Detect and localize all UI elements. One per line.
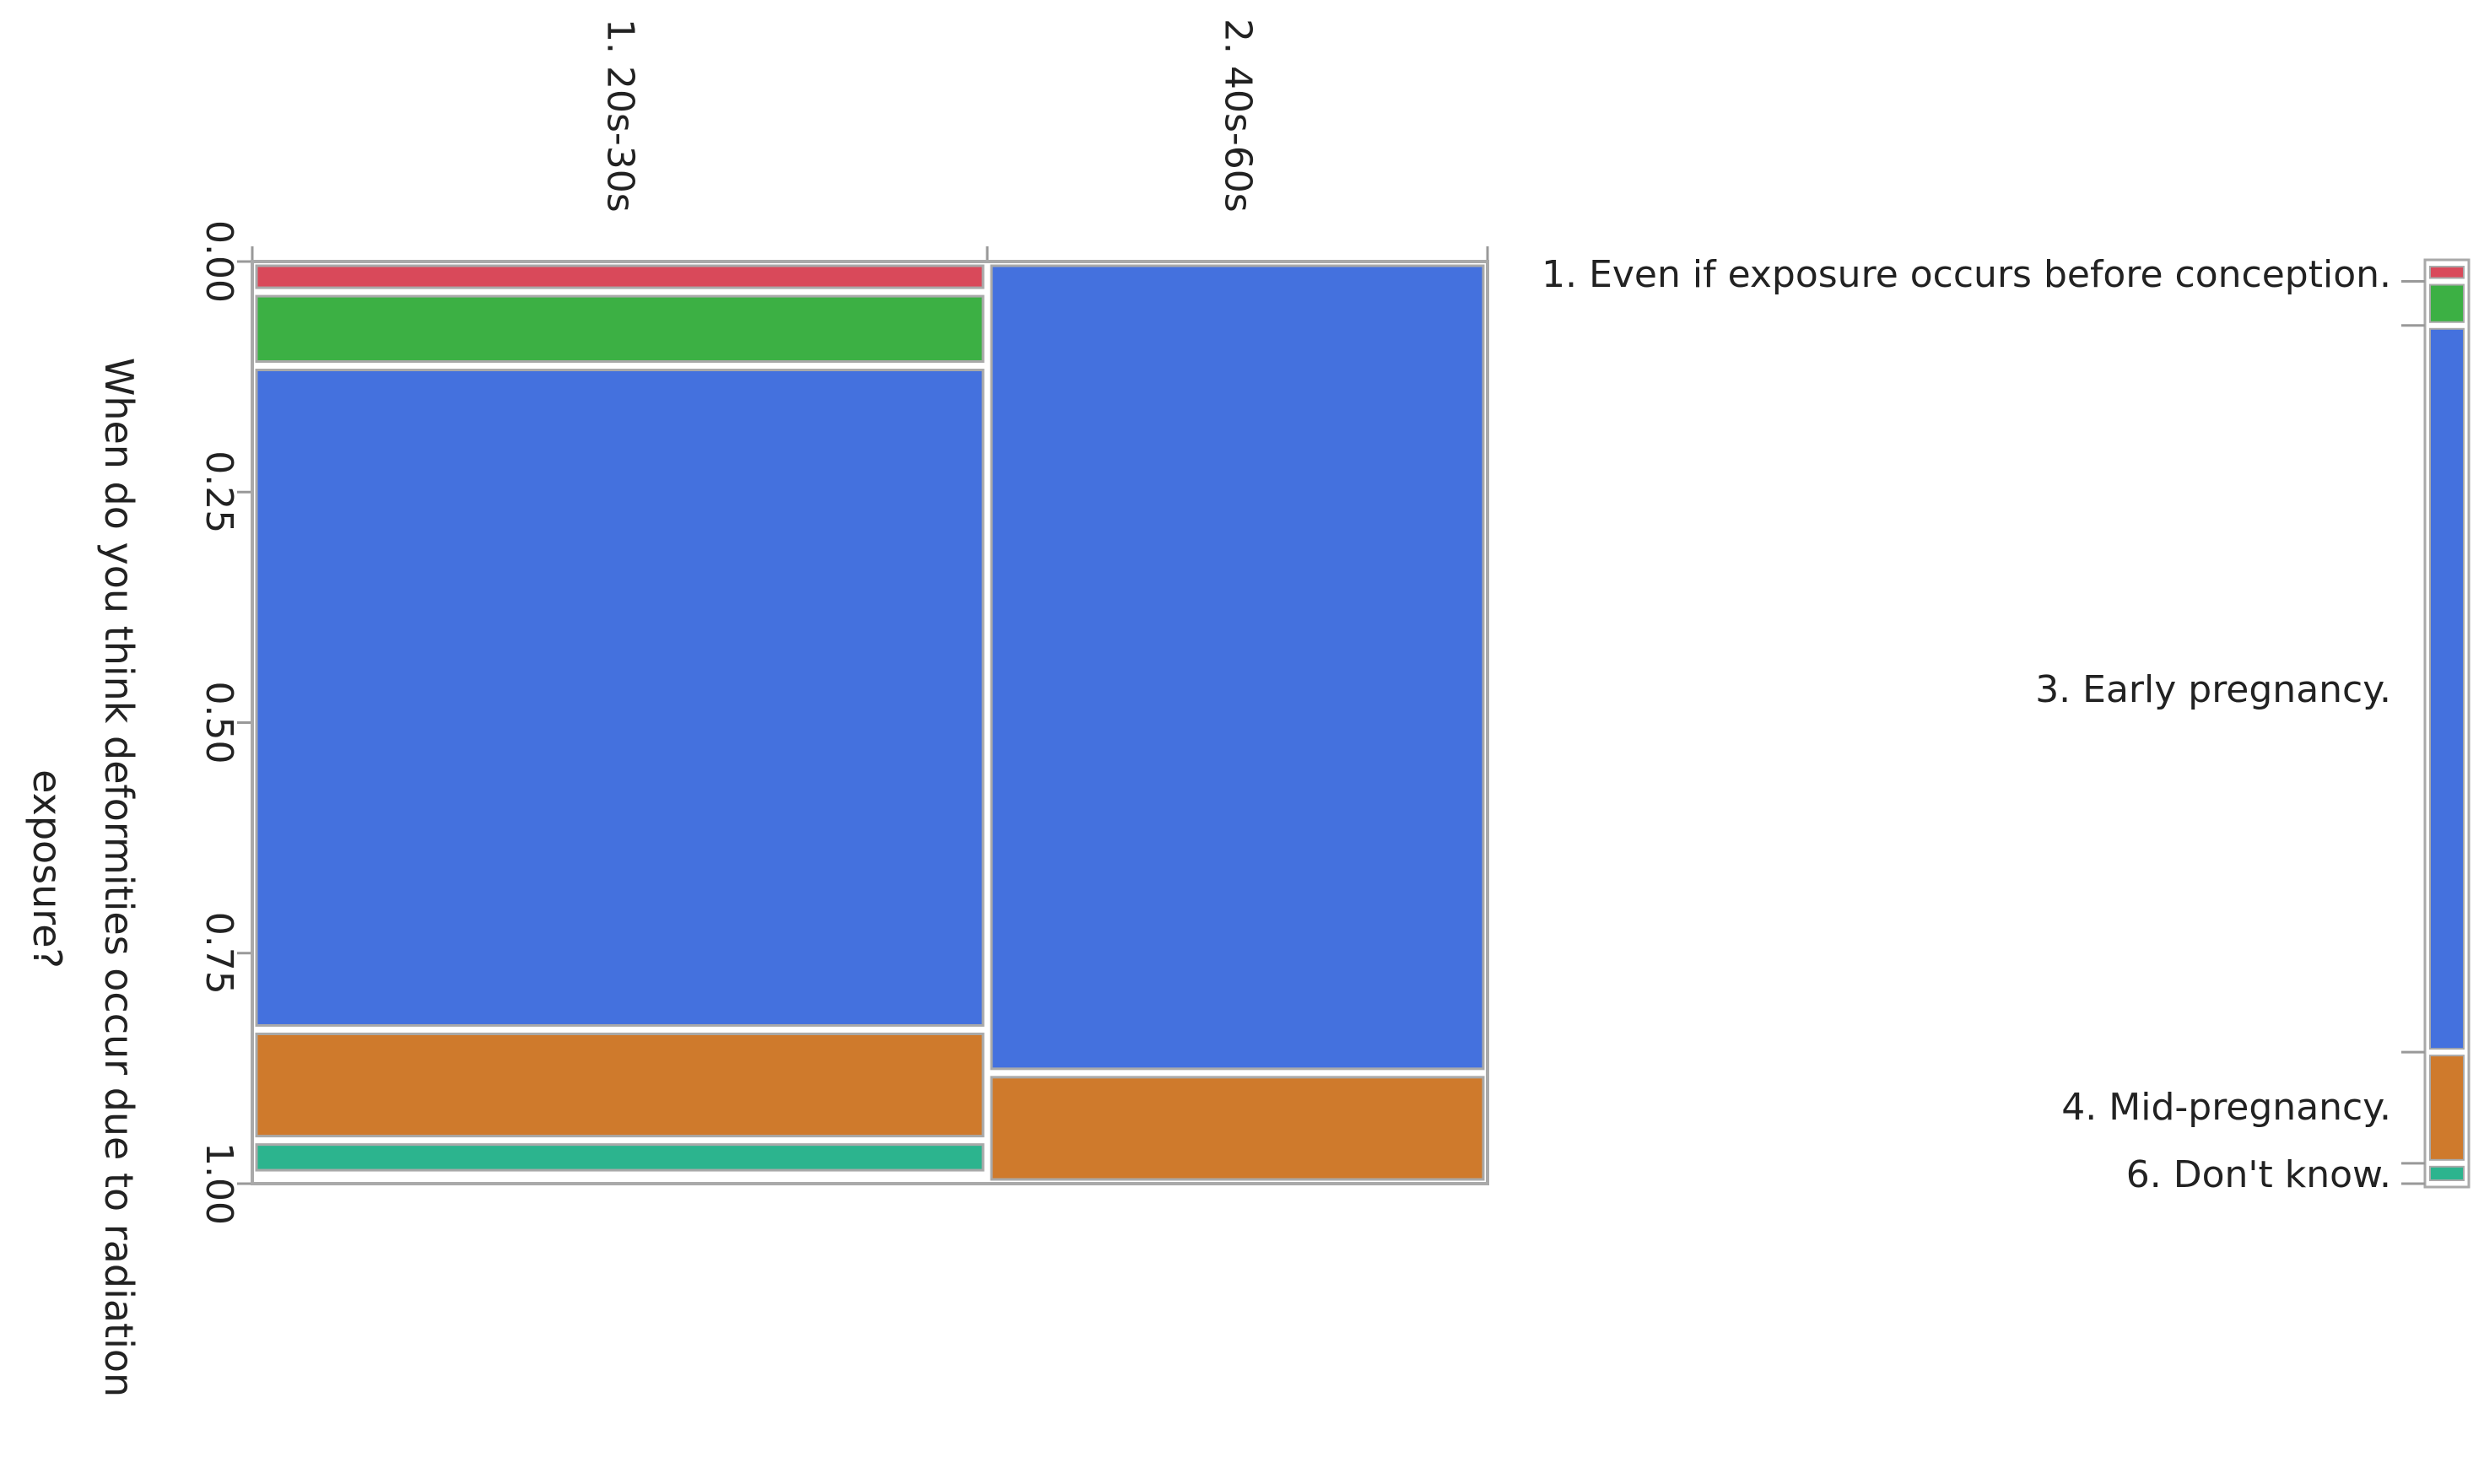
- mosaic-tile-1-4: [255, 1032, 985, 1138]
- legend-swatch: [2429, 283, 2465, 323]
- plot-border: [251, 260, 1489, 1185]
- legend-label: 6. Don't know.: [2126, 1153, 2391, 1196]
- mosaic-tiles: [251, 260, 1489, 1185]
- mosaic-tile-2-4: [990, 1076, 1485, 1181]
- y-tick-label: 0.75: [197, 912, 240, 995]
- y-tick-label: 0.25: [197, 451, 240, 533]
- mosaic-tile-2-3: [990, 264, 1485, 1071]
- legend-label: 4. Mid-pregnancy.: [2061, 1086, 2391, 1129]
- mosaic-tile-1-2: [255, 294, 985, 364]
- y-tick-label: 0.50: [197, 682, 240, 764]
- y-tick-label: 0.00: [197, 220, 240, 303]
- y-axis-title-line-2: exposure?: [24, 769, 70, 969]
- legend-swatch: [2429, 266, 2465, 279]
- mosaic-tile-1-3: [255, 369, 985, 1027]
- mosaic-tile-1-1: [255, 264, 985, 289]
- y-axis-title: When do you think deformities occur due …: [96, 358, 142, 1397]
- legend-swatch: [2429, 1055, 2465, 1161]
- legend-label: 1. Even if exposure occurs before concep…: [1542, 253, 2391, 296]
- x-axis: 1. 20s-30s 2. 40s-60s: [251, 19, 1489, 263]
- x-tick-label: 2. 40s-60s: [1217, 19, 1260, 213]
- x-tick-label: 1. 20s-30s: [599, 19, 642, 213]
- mosaic-tile-1-5: [255, 1143, 985, 1172]
- legend-swatch: [2429, 327, 2465, 1050]
- y-tick-label: 1.00: [197, 1142, 240, 1225]
- legend-swatch: [2429, 1165, 2465, 1182]
- legend: 1. Even if exposure occurs before concep…: [1542, 253, 2470, 1196]
- legend-label: 3. Early pregnancy.: [2035, 668, 2391, 711]
- y-axis: 0.00 0.25 0.50 0.75 1.00: [197, 220, 254, 1225]
- y-axis-title-line: When do you think deformities occur due …: [96, 358, 142, 1397]
